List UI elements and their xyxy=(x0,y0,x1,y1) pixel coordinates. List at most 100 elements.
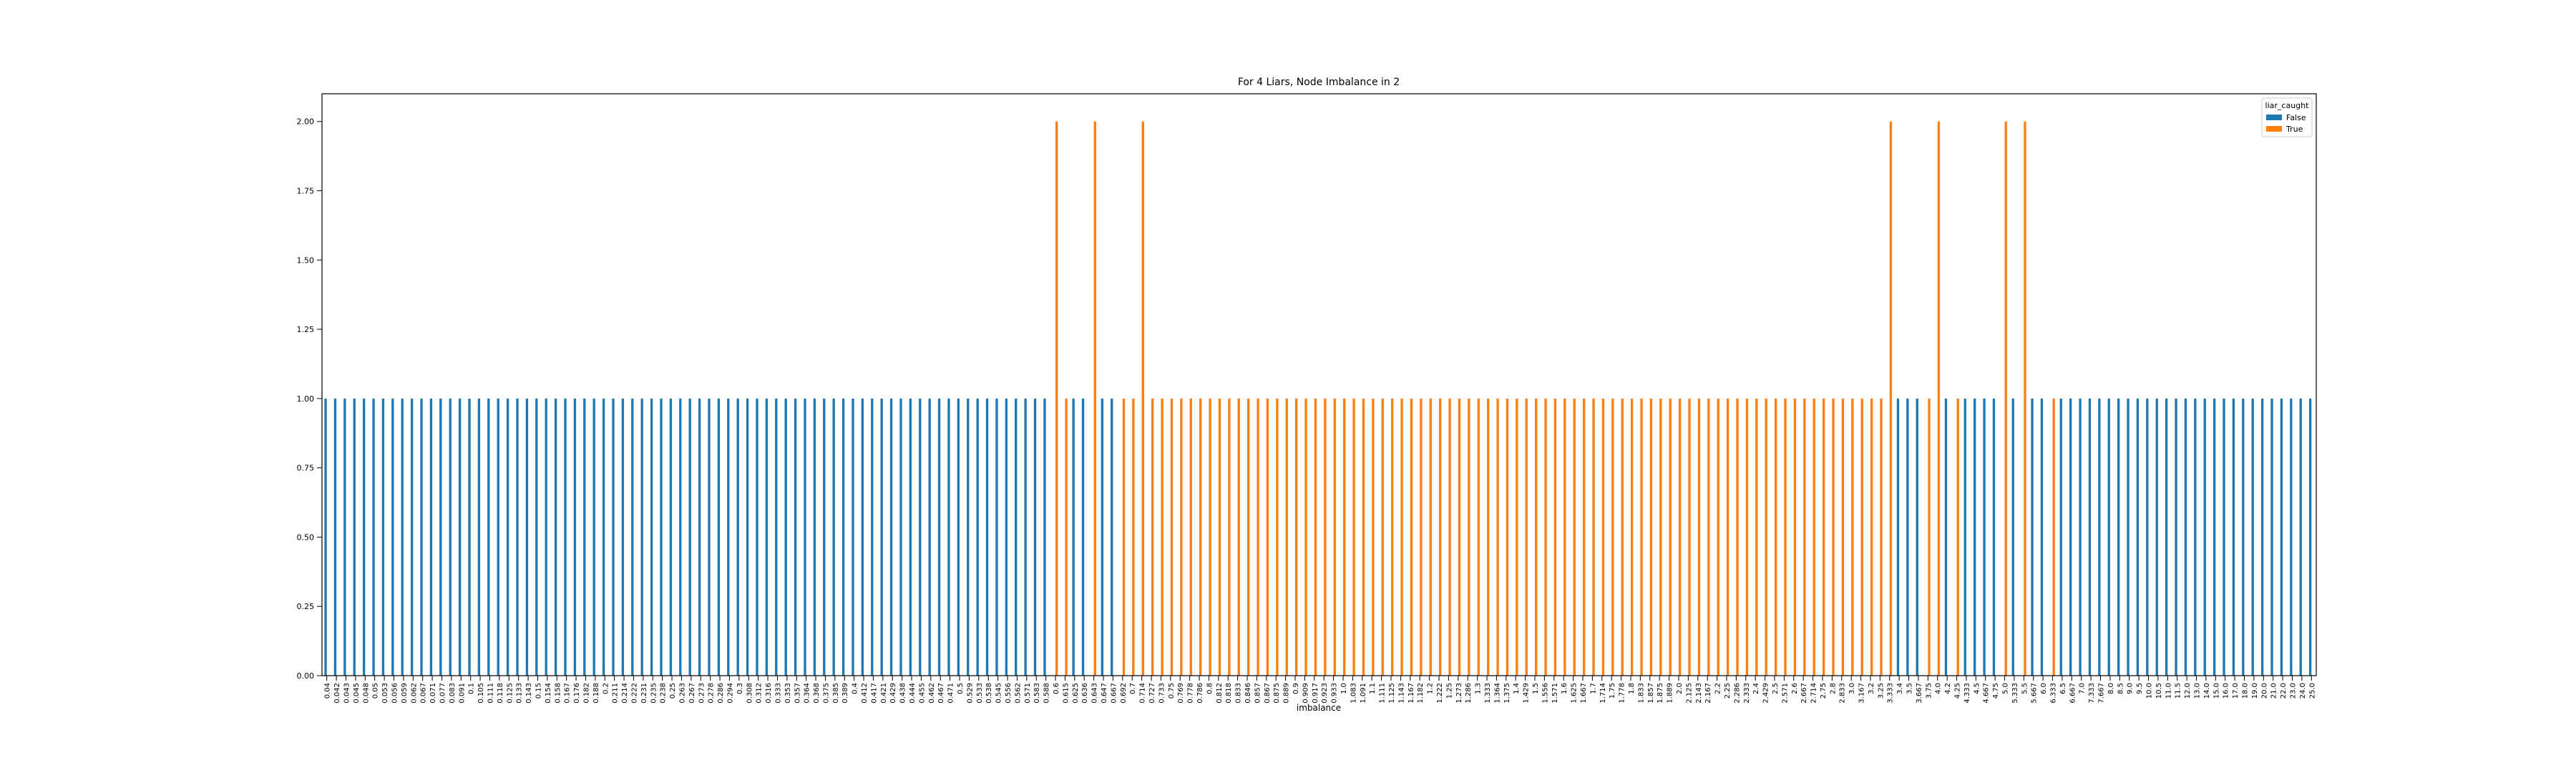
bar xyxy=(794,398,797,676)
bar xyxy=(1295,398,1298,676)
bar xyxy=(2260,398,2264,676)
x-tick-label: 0.316 xyxy=(765,683,773,704)
bar xyxy=(1707,398,1710,676)
x-tick-label: 0.846 xyxy=(1244,683,1252,704)
bar xyxy=(1640,398,1643,676)
y-tick-label: 2.00 xyxy=(297,117,315,127)
x-tick-label: 0.786 xyxy=(1196,683,1204,704)
bar xyxy=(660,398,663,676)
bar xyxy=(1963,398,1966,676)
x-tick-label: 21.0 xyxy=(2270,683,2278,699)
x-tick-label: 0.421 xyxy=(880,683,888,704)
x-tick-label: 1.286 xyxy=(1465,683,1473,704)
x-tick-label: 0.067 xyxy=(420,683,428,704)
x-tick-label: 0.727 xyxy=(1148,683,1156,704)
x-tick-label: 0.167 xyxy=(564,683,572,704)
bar xyxy=(1860,398,1863,676)
bar xyxy=(497,398,499,676)
x-tick-label: 0.071 xyxy=(429,683,437,704)
x-tick-label: 25.0 xyxy=(2308,683,2316,699)
x-tick-label: 1.364 xyxy=(1493,683,1501,704)
bar xyxy=(2184,398,2187,676)
x-tick-label: 2.4 xyxy=(1752,683,1760,694)
x-tick-label: 1.857 xyxy=(1647,683,1655,704)
bar xyxy=(1257,398,1259,676)
x-tick-label: 0.545 xyxy=(995,683,1003,704)
bar xyxy=(477,398,481,676)
bar xyxy=(823,398,826,676)
x-tick-label: 0.556 xyxy=(1005,683,1013,704)
x-tick-label: 4.5 xyxy=(1973,683,1981,694)
bar xyxy=(333,398,337,676)
x-tick-label: 0.3 xyxy=(736,683,744,694)
bar xyxy=(429,398,433,676)
x-tick-label: 0.538 xyxy=(985,683,993,704)
x-tick-label: 0.294 xyxy=(726,683,734,704)
x-tick-label: 4.2 xyxy=(1944,683,1952,694)
x-tick-label: 0.353 xyxy=(784,683,792,704)
bar xyxy=(2004,121,2007,676)
x-tick-label: 2.571 xyxy=(1781,683,1789,704)
x-tick-label: 0.875 xyxy=(1273,683,1281,704)
x-tick-label: 0.917 xyxy=(1312,683,1319,704)
bar xyxy=(1726,398,1729,676)
x-tick-label: 0.438 xyxy=(899,683,907,704)
bar xyxy=(621,398,625,676)
x-tick-label: 1.0 xyxy=(1340,683,1348,694)
x-tick-label: 1.75 xyxy=(1609,683,1616,699)
x-tick-label: 0.444 xyxy=(909,683,917,704)
x-tick-label: 0.643 xyxy=(1091,683,1099,704)
x-tick-label: 0.2 xyxy=(602,683,610,694)
x-tick-label: 0.143 xyxy=(525,683,533,704)
x-tick-label: 1.3 xyxy=(1475,683,1483,694)
x-tick-label: 1.125 xyxy=(1388,683,1396,704)
x-tick-label: 3.167 xyxy=(1858,683,1866,704)
bar xyxy=(2127,398,2129,676)
bar xyxy=(2308,398,2312,676)
x-tick-label: 0.429 xyxy=(889,683,897,704)
bar xyxy=(669,398,673,676)
bar xyxy=(698,398,701,676)
x-tick-label: 4.75 xyxy=(1992,683,2000,699)
x-tick-label: 2.714 xyxy=(1810,683,1818,704)
x-tick-label: 0.733 xyxy=(1158,683,1166,704)
bar xyxy=(1906,398,1909,676)
x-tick-label: 11.5 xyxy=(2175,683,2182,699)
x-tick-label: 6.5 xyxy=(2059,683,2067,694)
x-tick-label: 0.889 xyxy=(1283,683,1291,704)
x-tick-label: 0.5 xyxy=(957,683,965,694)
x-tick-label: 5.5 xyxy=(2021,683,2029,694)
bar xyxy=(2280,398,2283,676)
x-tick-label: 4.0 xyxy=(1935,683,1943,694)
bar xyxy=(439,398,442,676)
x-tick-label: 0.15 xyxy=(535,683,542,699)
bar xyxy=(2031,398,2034,676)
bar xyxy=(947,398,950,676)
bar xyxy=(2136,398,2140,676)
x-tick-label: 0.647 xyxy=(1101,683,1108,704)
x-tick-label: 1.167 xyxy=(1407,683,1415,704)
bar xyxy=(928,398,931,676)
bar xyxy=(2232,398,2235,676)
x-tick-label: 1.778 xyxy=(1619,683,1626,704)
x-tick-label: 0.267 xyxy=(688,683,696,704)
x-tick-label: 0.083 xyxy=(449,683,457,704)
x-tick-label: 0.308 xyxy=(746,683,753,704)
bar xyxy=(985,398,989,676)
x-tick-label: 1.375 xyxy=(1503,683,1511,704)
bar xyxy=(612,398,615,676)
x-tick-label: 0.273 xyxy=(698,683,706,704)
bar xyxy=(1055,121,1058,676)
x-tick-label: 1.833 xyxy=(1637,683,1645,704)
x-tick-label: 0.182 xyxy=(582,683,590,704)
x-tick-label: 0.4 xyxy=(852,683,859,694)
bar xyxy=(1081,398,1085,676)
x-tick-label: 2.286 xyxy=(1733,683,1741,704)
x-tick-label: 0.077 xyxy=(439,683,447,704)
x-tick-label: 0.455 xyxy=(918,683,926,704)
x-tick-label: 0.571 xyxy=(1024,683,1032,704)
x-tick-label: 5.667 xyxy=(2031,683,2039,704)
bar xyxy=(1880,398,1883,676)
bar xyxy=(679,398,682,676)
bar xyxy=(1803,398,1806,676)
